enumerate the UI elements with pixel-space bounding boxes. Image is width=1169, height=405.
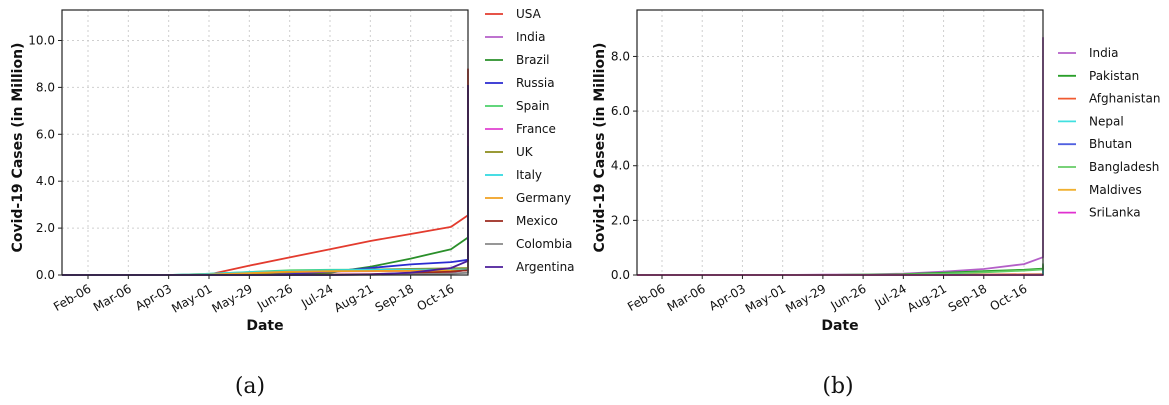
x-axis-label: Date	[246, 318, 283, 334]
legend-label: Germany	[516, 191, 571, 205]
x-axis-label: Date	[821, 318, 858, 334]
series-line-brazil	[62, 146, 469, 276]
panel-caption: (a)	[235, 374, 265, 399]
legend-label: India	[1089, 46, 1118, 60]
y-axis-label: Covid-19 Cases (in Million)	[592, 43, 608, 253]
y-tick-label: 0.0	[36, 268, 55, 282]
series-line-pakistan	[637, 265, 1044, 276]
legend-label: Russia	[516, 76, 555, 90]
legend-label: Colombia	[516, 237, 572, 251]
y-tick-label: 6.0	[611, 104, 630, 118]
x-tick-label: May-29	[210, 281, 255, 315]
x-tick-label: Apr-03	[707, 281, 748, 313]
series-line-usa	[62, 68, 469, 276]
y-tick-label: 6.0	[36, 127, 55, 141]
x-tick-label: Mar-06	[665, 281, 708, 314]
plot-frame	[61, 9, 469, 276]
x-tick-label: Mar-06	[91, 281, 134, 314]
x-tick-label: Aug-21	[905, 281, 949, 315]
legend-label: Italy	[516, 168, 542, 182]
x-tick-label: May-29	[783, 281, 828, 315]
legend-label: Pakistan	[1089, 69, 1139, 83]
series-line-argentina	[62, 85, 469, 276]
x-tick-label: May-01	[169, 281, 214, 315]
chart-1: 0.02.04.06.08.0Feb-06Mar-06Apr-03May-01M…	[592, 9, 1160, 399]
legend-label: Brazil	[516, 53, 550, 67]
legend-label: Bhutan	[1089, 137, 1132, 151]
series-group	[637, 37, 1044, 276]
x-tick-label: Sep-18	[373, 281, 417, 314]
x-tick-label: Oct-16	[988, 281, 1030, 313]
legend-label: Afghanistan	[1089, 92, 1160, 106]
y-tick-label: 4.0	[611, 159, 630, 173]
x-tick-label: Jun-26	[828, 281, 869, 313]
y-tick-label: 2.0	[36, 221, 55, 235]
x-tick-label: Jul-24	[871, 281, 908, 311]
legend-label: Maldives	[1089, 183, 1142, 197]
y-tick-label: 2.0	[611, 213, 630, 227]
y-axis-label: Covid-19 Cases (in Million)	[10, 43, 26, 253]
y-tick-label: 10.0	[28, 33, 55, 47]
x-tick-label: Jul-24	[298, 281, 335, 311]
y-tick-label: 8.0	[611, 49, 630, 63]
x-tick-label: Feb-06	[625, 281, 667, 314]
x-tick-label: Sep-18	[946, 281, 990, 314]
legend-label: Spain	[516, 99, 550, 113]
legend-label: UK	[516, 145, 534, 159]
series-line-india	[637, 37, 1044, 276]
y-tick-label: 0.0	[611, 268, 630, 282]
legend: India Pakistan Afghanistan Nepal Bhutan Bangl…	[1058, 46, 1160, 220]
legend-label: SriLanka	[1089, 206, 1141, 220]
legend-label: India	[516, 30, 545, 44]
legend-label: USA	[516, 7, 542, 21]
legend-label: France	[516, 122, 556, 136]
y-tick-label: 8.0	[36, 80, 55, 94]
plot-frame	[636, 9, 1044, 276]
x-tick-label: Feb-06	[51, 281, 93, 314]
legend-label: Mexico	[516, 214, 558, 228]
x-tick-label: Oct-16	[415, 281, 457, 313]
x-tick-label: Apr-03	[133, 281, 174, 313]
panel-caption: (b)	[822, 374, 853, 399]
series-group	[62, 68, 469, 276]
legend: USA India Brazil Russia Spain France UK Italy Ge…	[485, 7, 575, 274]
x-tick-label: May-01	[743, 281, 788, 315]
y-tick-label: 4.0	[36, 174, 55, 188]
legend-label: Nepal	[1089, 114, 1124, 128]
x-tick-label: Jun-26	[254, 281, 295, 313]
legend-label: Argentina	[516, 260, 575, 274]
x-tick-label: Aug-21	[332, 281, 376, 315]
legend-label: Bangladesh	[1089, 160, 1159, 174]
